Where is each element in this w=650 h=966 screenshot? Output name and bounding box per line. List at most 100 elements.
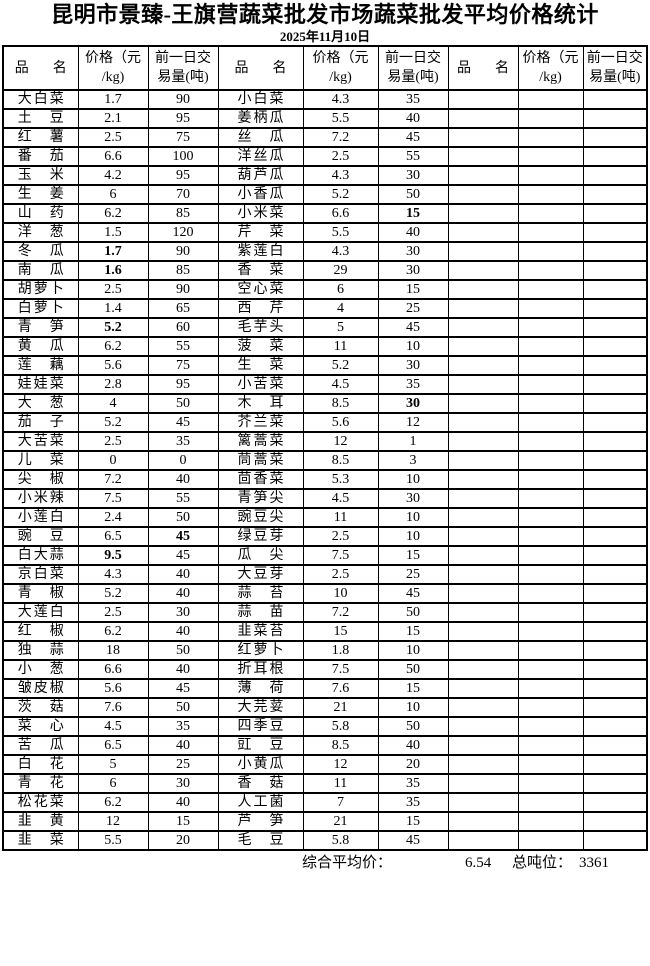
- volume-cell: [582, 279, 648, 300]
- product-name-text: 玉米: [17, 168, 64, 183]
- product-name-text: 大芫荽: [237, 700, 284, 715]
- price-cell: [517, 222, 584, 243]
- product-name-cell: 小莲白: [2, 507, 79, 528]
- volume-cell: [582, 431, 648, 452]
- price-cell: 5.2: [77, 317, 149, 338]
- price-cell: 6.2: [77, 792, 149, 813]
- table-header-row: 品名 价格（元/kg) 前一日交 易量(吨) 品名 价格（元/kg) 前一日交 易量(吨) 品名…: [2, 45, 648, 91]
- product-name-cell: [447, 583, 519, 604]
- price-cell: 4.3: [302, 89, 379, 110]
- volume-cell: [582, 260, 648, 281]
- table-row: 红椒 6.2 40 韭菜苔 15 15: [2, 621, 648, 642]
- product-name-text: 青笋尖: [237, 491, 284, 506]
- price-cell: 0: [77, 450, 149, 471]
- volume-cell: [582, 203, 648, 224]
- volume-cell: [582, 773, 648, 794]
- product-name-text: 红薯: [17, 130, 64, 145]
- product-name-text: 白大蒜: [17, 548, 64, 563]
- product-name-text: 大苦菜: [17, 434, 64, 449]
- product-name-text: 生姜: [17, 187, 64, 202]
- product-name-cell: [447, 659, 519, 680]
- column-header-name: 品名: [2, 45, 79, 91]
- volume-cell: [582, 564, 648, 585]
- product-name-cell: 小黄瓜: [217, 754, 304, 775]
- product-name-cell: 白大蒜: [2, 545, 79, 566]
- price-cell: 7.5: [302, 659, 379, 680]
- product-name-cell: [447, 678, 519, 699]
- price-cell: [517, 488, 584, 509]
- product-name-text: 茨菇: [17, 700, 64, 715]
- price-cell: [517, 545, 584, 566]
- price-cell: [517, 583, 584, 604]
- table-row: 南瓜 1.6 85 香菜 29 30: [2, 260, 648, 281]
- product-name-cell: 大葱: [2, 393, 79, 414]
- price-cell: 7.5: [302, 545, 379, 566]
- product-name-text: 青笋: [17, 320, 64, 335]
- product-name-cell: 大白菜: [2, 89, 79, 110]
- price-cell: [517, 659, 584, 680]
- volume-cell: 10: [377, 507, 449, 528]
- product-name-cell: [447, 260, 519, 281]
- price-cell: 5.8: [302, 716, 379, 737]
- volume-cell: 55: [147, 336, 219, 357]
- page-title: 昆明市景臻-王旗营蔬菜批发市场蔬菜批发平均价格统计: [51, 2, 599, 27]
- product-name-cell: 茴香菜: [217, 469, 304, 490]
- product-name-text: 红萝卜: [237, 643, 284, 658]
- volume-cell: 25: [377, 298, 449, 319]
- price-cell: [517, 203, 584, 224]
- product-name-text: 小苦菜: [237, 377, 284, 392]
- product-name-cell: 大苦菜: [2, 431, 79, 452]
- product-name-cell: 茄子: [2, 412, 79, 433]
- price-cell: [517, 146, 584, 167]
- volume-cell: 3: [377, 450, 449, 471]
- product-name-cell: [447, 507, 519, 528]
- table-row: 小米辣 7.5 55 青笋尖 4.5 30: [2, 488, 648, 509]
- price-cell: [517, 602, 584, 623]
- volume-cell: [582, 583, 648, 604]
- product-name-cell: 胡萝卜: [2, 279, 79, 300]
- product-name-cell: 冬瓜: [2, 241, 79, 262]
- product-name-text: 葫芦瓜: [237, 168, 284, 183]
- price-cell: 7: [302, 792, 379, 813]
- product-name-cell: [447, 811, 519, 832]
- volume-cell: 95: [147, 108, 219, 129]
- price-cell: 6.6: [302, 203, 379, 224]
- volume-cell: [582, 336, 648, 357]
- volume-cell: 35: [377, 374, 449, 395]
- price-cell: [517, 792, 584, 813]
- product-name-text: 儿菜: [17, 453, 64, 468]
- price-cell: 5.6: [77, 678, 149, 699]
- price-cell: 4.3: [77, 564, 149, 585]
- price-cell: 18: [77, 640, 149, 661]
- product-name-cell: 南瓜: [2, 260, 79, 281]
- table-row: 独蒜 18 50 红萝卜 1.8 10: [2, 640, 648, 661]
- table-row: 松花菜 6.2 40 人工菌 7 35: [2, 792, 648, 813]
- price-cell: 5.8: [302, 830, 379, 851]
- table-row: 青花 6 30 香菇 11 35: [2, 773, 648, 794]
- price-cell: [517, 450, 584, 471]
- product-name-cell: [447, 697, 519, 718]
- table-row: 韭菜 5.5 20 毛豆 5.8 45: [2, 830, 648, 851]
- product-name-text: 小葱: [17, 662, 64, 677]
- product-name-cell: 生菜: [217, 355, 304, 376]
- price-cell: 6: [77, 773, 149, 794]
- product-name-text: 胡萝卜: [17, 282, 64, 297]
- product-name-cell: 大芫荽: [217, 697, 304, 718]
- volume-cell: [582, 222, 648, 243]
- product-name-cell: 丝瓜: [217, 127, 304, 148]
- price-cell: 5.5: [302, 108, 379, 129]
- volume-cell: 15: [377, 203, 449, 224]
- product-name-text: 空心菜: [237, 282, 284, 297]
- price-cell: 5.2: [77, 583, 149, 604]
- volume-cell: 10: [377, 640, 449, 661]
- volume-cell: 30: [377, 393, 449, 414]
- price-cell: 4.2: [77, 165, 149, 186]
- price-cell: [517, 830, 584, 851]
- summary-footer: 综合平均价： 6.54 总吨位： 3361: [3, 851, 647, 877]
- price-cell: [517, 621, 584, 642]
- price-cell: 15: [302, 621, 379, 642]
- table-row: 土豆 2.1 95 姜柄瓜 5.5 40: [2, 108, 648, 129]
- volume-cell: 65: [147, 298, 219, 319]
- product-name-cell: 白萝卜: [2, 298, 79, 319]
- volume-cell: [582, 317, 648, 338]
